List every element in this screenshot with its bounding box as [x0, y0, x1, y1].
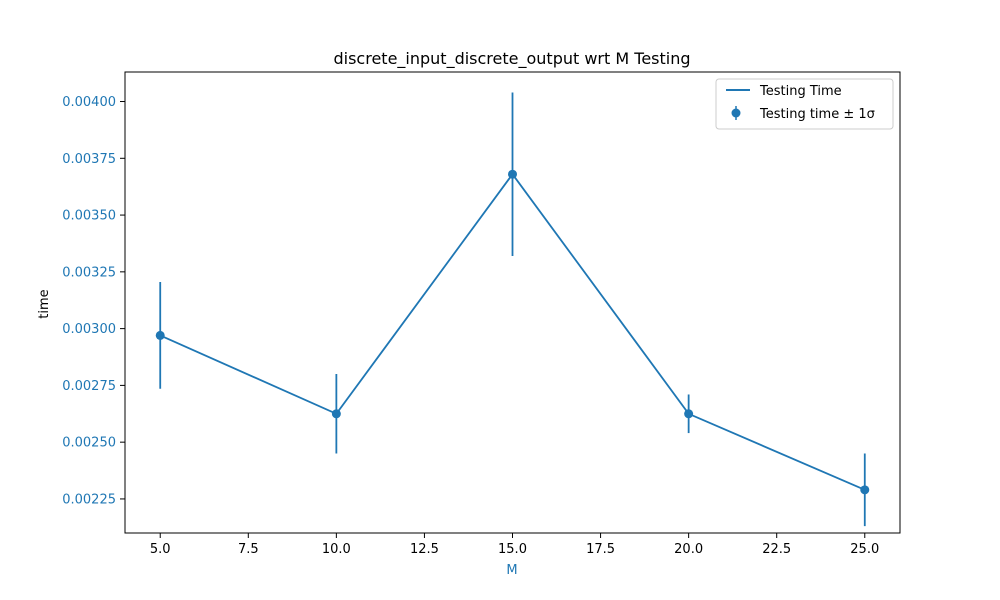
x-tick-label: 5.0 [150, 542, 171, 557]
x-tick-label: 20.0 [674, 542, 703, 557]
data-point [331, 409, 341, 419]
x-tick-label: 12.5 [410, 542, 439, 557]
plot-marks [155, 92, 870, 527]
y-tick-label: 0.00325 [62, 265, 116, 280]
x-axis-ticks: 5.0 7.5 10.0 12.5 15.0 17.5 20.0 22.5 25.0 [150, 533, 879, 557]
data-point [508, 169, 517, 179]
y-axis-label: time [37, 289, 52, 318]
legend-marker-swatch [731, 108, 741, 118]
x-tick-label: 22.5 [762, 542, 791, 557]
y-tick-label: 0.00300 [62, 322, 116, 337]
y-axis-ticks: 0.00225 0.00250 0.00275 0.00300 0.00325 0.003… [62, 95, 125, 507]
y-tick-label: 0.00250 [62, 436, 116, 451]
legend: Testing Time Testing time ± 1σ [715, 78, 894, 130]
x-axis-label: M [506, 563, 517, 578]
y-tick-label: 0.00400 [62, 95, 116, 110]
chart-title: discrete_input_discrete_output wrt M Tes… [333, 49, 690, 69]
data-point [860, 485, 870, 495]
legend-box [715, 78, 894, 130]
x-tick-label: 25.0 [850, 542, 879, 557]
y-tick-label: 0.00350 [62, 209, 116, 224]
y-tick-label: 0.00225 [62, 492, 116, 507]
x-tick-label: 10.0 [322, 542, 351, 557]
legend-label-testing-time: Testing Time [759, 84, 842, 99]
y-tick-label: 0.00375 [62, 152, 116, 167]
x-tick-label: 7.5 [238, 542, 259, 557]
x-tick-label: 15.0 [498, 542, 527, 557]
data-point [684, 409, 694, 419]
x-tick-label: 17.5 [586, 542, 615, 557]
data-point [155, 330, 165, 340]
y-tick-label: 0.00275 [62, 379, 116, 394]
legend-label-testing-time-sigma: Testing time ± 1σ [759, 107, 875, 122]
